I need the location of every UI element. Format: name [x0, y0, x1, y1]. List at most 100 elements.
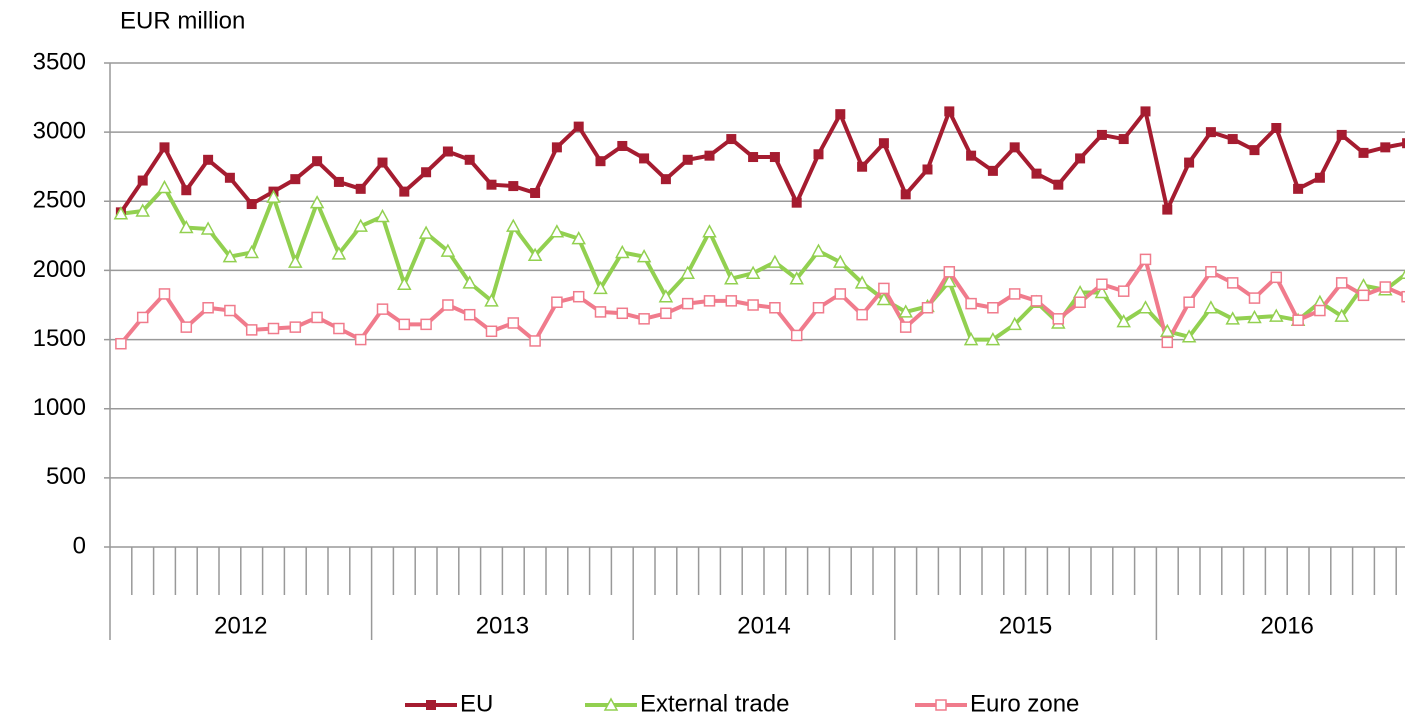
- data-point: [333, 176, 344, 187]
- data-point: [1401, 290, 1405, 303]
- data-point: [965, 297, 977, 310]
- data-point: [1162, 204, 1173, 215]
- data-point: [1053, 179, 1064, 190]
- series-line: [120, 185, 1405, 342]
- data-point: [158, 288, 171, 300]
- data-point: [506, 218, 521, 232]
- data-point: [987, 165, 998, 176]
- data-point: [812, 302, 825, 314]
- data-point: [1117, 285, 1130, 297]
- data-point: [1226, 277, 1239, 289]
- data-point: [159, 142, 170, 153]
- data-point: [747, 299, 759, 311]
- data-point: [1314, 172, 1325, 183]
- data-point: [725, 295, 738, 307]
- data-point: [681, 297, 694, 310]
- data-point: [1227, 134, 1238, 145]
- data-point: [398, 318, 411, 331]
- data-point: [1007, 316, 1022, 331]
- data-point: [1379, 281, 1392, 293]
- y-tick-label: 1500: [33, 325, 86, 352]
- data-point: [943, 266, 956, 278]
- data-point: [833, 254, 848, 268]
- data-point: [1249, 145, 1260, 156]
- data-point: [245, 324, 258, 336]
- data-point: [440, 243, 456, 257]
- y-tick-label: 3500: [33, 48, 86, 75]
- data-point: [573, 121, 584, 132]
- data-point: [1139, 253, 1152, 266]
- data-point: [113, 206, 129, 220]
- data-point: [1161, 336, 1174, 349]
- data-point: [1118, 134, 1129, 145]
- data-point: [288, 254, 303, 268]
- data-point: [179, 219, 194, 234]
- legend-label: Euro zone: [970, 690, 1079, 717]
- data-point: [985, 332, 1001, 346]
- data-point: [485, 325, 498, 338]
- data-point: [594, 306, 607, 318]
- data-point: [790, 329, 803, 342]
- data-point: [508, 181, 519, 192]
- data-point: [769, 302, 781, 314]
- data-point: [377, 157, 388, 168]
- data-point: [857, 161, 868, 172]
- data-point: [748, 152, 759, 163]
- data-point: [289, 321, 302, 333]
- data-point: [811, 243, 826, 257]
- data-point: [442, 299, 454, 311]
- data-point: [353, 218, 368, 232]
- data-point: [1096, 278, 1108, 291]
- data-point: [876, 291, 892, 306]
- year-label: 2012: [214, 612, 267, 639]
- data-point: [963, 332, 979, 346]
- data-point: [1203, 300, 1219, 314]
- data-point: [595, 156, 606, 167]
- year-label: 2013: [476, 612, 529, 639]
- data-point: [922, 164, 933, 175]
- data-point: [921, 302, 934, 314]
- data-point: [1031, 168, 1042, 179]
- data-point: [1271, 122, 1282, 133]
- data-point: [1160, 323, 1175, 338]
- data-point: [942, 273, 957, 288]
- data-point: [1293, 183, 1304, 194]
- data-point: [1399, 269, 1405, 279]
- data-point: [1138, 300, 1153, 314]
- data-point: [878, 282, 890, 295]
- data-point: [246, 199, 257, 210]
- data-point: [854, 275, 870, 289]
- data-point: [1334, 308, 1349, 322]
- data-point: [203, 154, 214, 165]
- data-point: [898, 304, 913, 318]
- data-point: [704, 150, 715, 161]
- data-point: [333, 322, 345, 335]
- data-point: [181, 185, 192, 196]
- legend-marker: [603, 697, 619, 711]
- data-point: [551, 142, 562, 153]
- data-point: [682, 154, 693, 165]
- data-point: [1314, 304, 1326, 317]
- data-point: [769, 152, 780, 163]
- data-point: [593, 280, 608, 295]
- data-point: [180, 321, 193, 333]
- data-point: [527, 247, 543, 261]
- data-point: [421, 167, 432, 178]
- data-point: [1094, 284, 1110, 299]
- y-tick-label: 2500: [33, 187, 86, 214]
- data-point: [224, 304, 236, 317]
- data-point: [222, 249, 238, 263]
- data-point: [615, 244, 630, 259]
- data-point: [484, 293, 499, 307]
- data-point: [1074, 296, 1086, 308]
- data-point: [944, 106, 955, 117]
- data-point: [549, 224, 565, 238]
- y-tick-label: 500: [46, 463, 86, 490]
- y-tick-label: 1000: [33, 394, 86, 421]
- data-point: [1247, 309, 1262, 324]
- data-point: [136, 311, 149, 324]
- data-point: [789, 271, 804, 285]
- data-point: [856, 308, 868, 321]
- data-point: [1336, 129, 1347, 140]
